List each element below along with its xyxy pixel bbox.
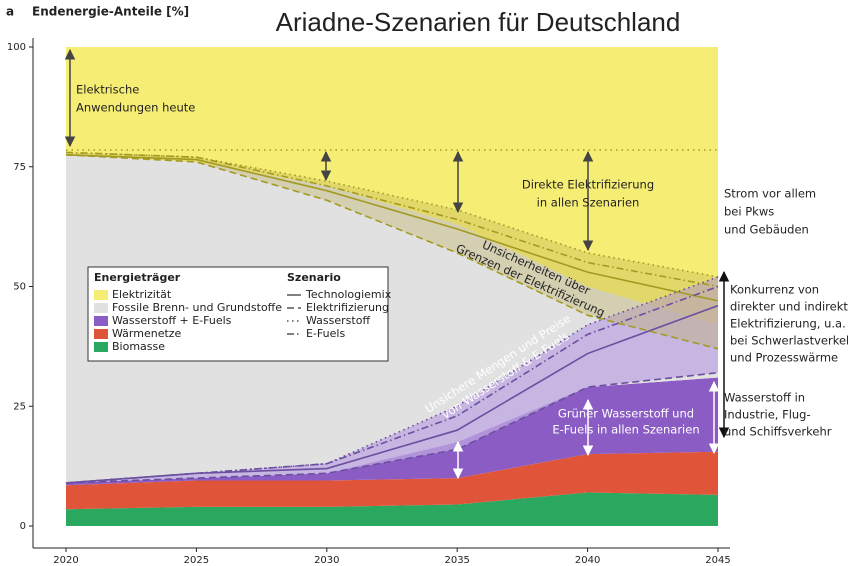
x-tick-label: 2030 bbox=[314, 555, 339, 566]
legend-swatch bbox=[94, 290, 108, 300]
annotation: Konkurrenz von bbox=[730, 283, 819, 297]
scenario-line bbox=[65, 151, 719, 278]
annotation: in allen Szenarien bbox=[537, 196, 640, 210]
y-tick-label: 75 bbox=[13, 162, 26, 173]
annotation: und Schiffsverkehr bbox=[724, 425, 832, 439]
annotation: Wasserstoff in bbox=[724, 391, 805, 405]
annotation: Industrie, Flug- bbox=[724, 408, 811, 422]
area bbox=[66, 492, 718, 526]
legend-swatch bbox=[94, 342, 108, 352]
annotation: Anwendungen heute bbox=[76, 101, 195, 115]
panel-label: a bbox=[6, 5, 14, 19]
annotation: Elektrische bbox=[76, 83, 139, 97]
annotation: direkter und indirekter bbox=[730, 300, 848, 314]
x-tick-label: 2025 bbox=[184, 555, 209, 566]
area bbox=[66, 47, 718, 325]
legend-label: Wasserstoff + E-Fuels bbox=[112, 314, 232, 327]
legend-swatch bbox=[94, 316, 108, 326]
scenario-line bbox=[65, 276, 719, 484]
scenario-line bbox=[65, 153, 719, 350]
annotation: und Prozesswärme bbox=[730, 351, 838, 365]
annotation: und Gebäuden bbox=[724, 223, 809, 237]
y-tick-label: 25 bbox=[13, 401, 26, 412]
annotation: bei Schwerlastverkehr bbox=[730, 334, 848, 348]
legend-box bbox=[87, 266, 389, 362]
annotation: Direkte Elektrifizierung bbox=[522, 178, 654, 192]
y-tick-label: 50 bbox=[13, 282, 26, 293]
annotation: Elektrifizierung, u.a. bbox=[730, 317, 846, 331]
annotation: E-Fuels in allen Szenarien bbox=[552, 423, 699, 437]
uncertainty-band bbox=[66, 276, 718, 483]
legend-label: Fossile Brenn- und Grundstoffe bbox=[112, 301, 282, 314]
uncertainty-band bbox=[66, 152, 718, 349]
legend-label: Wasserstoff bbox=[306, 314, 370, 327]
x-tick-label: 2020 bbox=[53, 555, 78, 566]
legend-label: E-Fuels bbox=[306, 327, 345, 340]
legend-label: Wärmenetze bbox=[112, 327, 182, 340]
legend-label: Biomasse bbox=[112, 340, 165, 353]
area bbox=[66, 451, 718, 510]
legend-label: Elektrizität bbox=[112, 288, 172, 301]
x-tick-label: 2045 bbox=[705, 555, 730, 566]
legend-swatch bbox=[94, 329, 108, 339]
scenario-line bbox=[65, 304, 719, 484]
x-tick-label: 2035 bbox=[444, 555, 469, 566]
legend-swatch bbox=[94, 303, 108, 313]
legend-title: Energieträger bbox=[94, 271, 181, 284]
annotation: Grüner Wasserstoff und bbox=[558, 407, 694, 421]
scenario-line bbox=[65, 153, 719, 302]
plot-area bbox=[65, 47, 719, 526]
annotation: bei Pkws bbox=[724, 205, 774, 219]
chart-title: Ariadne-Szenarien für Deutschland bbox=[276, 7, 681, 37]
area bbox=[66, 154, 718, 483]
y-tick-label: 100 bbox=[7, 42, 26, 53]
annotation: Strom vor allem bbox=[724, 187, 816, 201]
legend-label: Technologiemix bbox=[305, 288, 392, 301]
y-axis-label: Endenergie-Anteile [%] bbox=[32, 5, 189, 19]
x-tick-label: 2040 bbox=[575, 555, 600, 566]
area bbox=[66, 377, 718, 486]
legend-title: Szenario bbox=[287, 271, 341, 284]
legend-label: Elektrifizierung bbox=[306, 301, 389, 314]
y-tick-label: 0 bbox=[20, 521, 26, 532]
